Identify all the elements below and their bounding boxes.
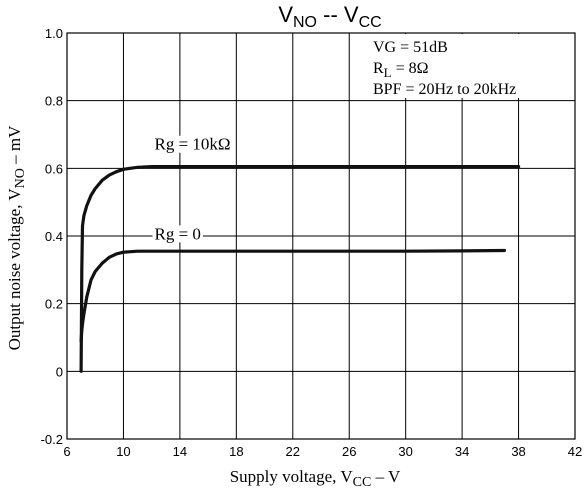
chart-title: VNO -- VCC [278,2,381,31]
y-tick-label: 0.8 [45,94,63,109]
x-tick-label: 26 [342,444,356,459]
x-tick-label: 18 [229,444,243,459]
series-label-background [152,135,233,153]
series-label-1: Rg = 0 [152,224,203,243]
y-tick-label: 0 [56,364,63,379]
condition-vg: VG = 51dB [373,39,448,56]
series-label-text: Rg = 10kΩ [154,135,230,154]
conditions-annotation: VG = 51dB RL = 8Ω BPF = 20Hz to 20kHz [366,34,569,98]
plot-frame [66,32,576,440]
series-label-background [152,225,203,243]
x-axis-label: Supply voltage, VCC – V [230,467,401,490]
series-labels: Rg = 10kΩ Rg = 0 [152,135,233,243]
x-tick-label: 34 [455,444,469,459]
x-tick-label: 38 [511,444,525,459]
x-tick-labels: 6 10 14 18 22 26 30 34 38 42 [63,444,582,459]
series-lines [79,165,521,373]
condition-bpf: BPF = 20Hz to 20kHz [373,81,516,98]
x-tick-label: 14 [173,444,187,459]
condition-rl: RL = 8Ω [373,60,429,80]
y-tick-label: 0.4 [45,229,63,244]
series-line-0 [79,165,521,373]
y-axis-label: Output noise voltage, VNO – mV [5,125,28,351]
series-label-text: Rg = 0 [154,224,200,243]
x-tick-label: 42 [568,444,582,459]
series-line-1 [79,248,506,343]
y-tick-label: 0.2 [45,297,63,312]
x-tick-label: 6 [63,444,70,459]
y-tick-label: 0.6 [45,161,63,176]
x-tick-label: 30 [398,444,412,459]
y-tick-label: -0.2 [41,432,63,447]
series-label-0: Rg = 10kΩ [152,135,233,154]
x-tick-label: 22 [286,444,300,459]
conditions-background [366,34,569,98]
y-tick-label: 1.0 [45,26,63,41]
x-tick-label: 10 [116,444,130,459]
y-tick-labels: -0.2 0 0.2 0.4 0.6 0.8 1.0 [41,26,63,447]
